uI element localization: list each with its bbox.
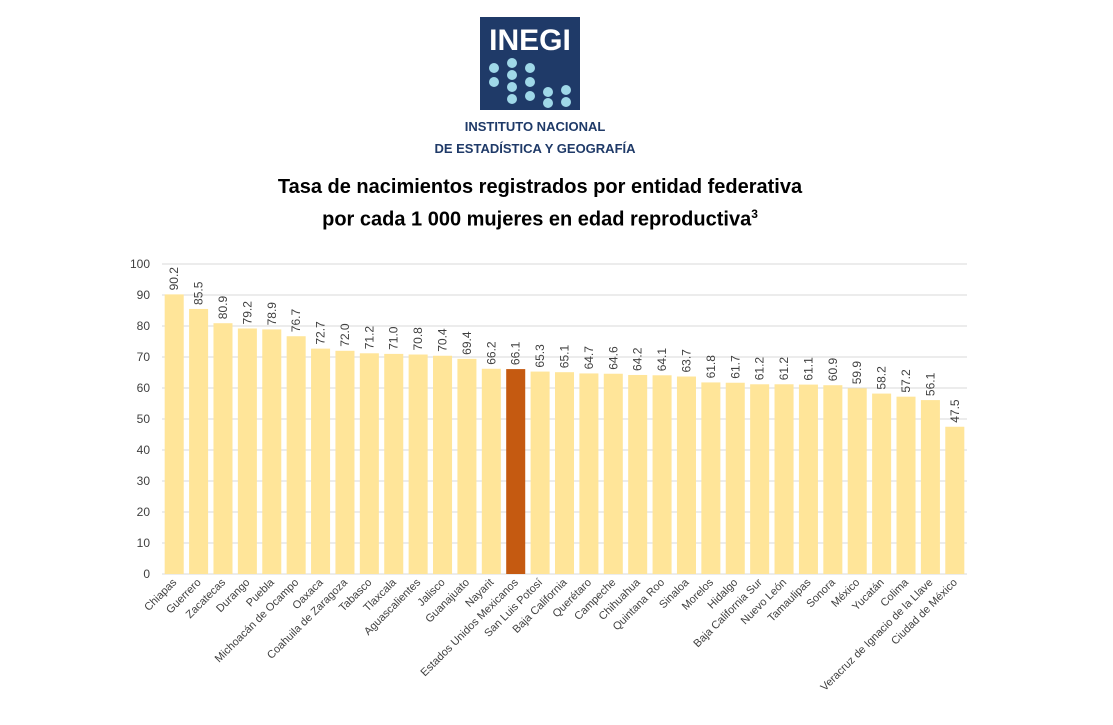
bar-value-label: 66.1 [509,341,523,365]
bar [872,393,892,574]
bar-value-label: 80.9 [216,296,230,320]
bar [554,372,575,574]
logo-abacus-icon [489,58,571,108]
bar-value-label: 59.9 [850,361,864,385]
bar-value-label: 76.7 [289,309,303,333]
bar [286,336,306,574]
bar [823,385,843,574]
y-tick-label: 10 [137,536,151,550]
bar [433,355,453,574]
bar [213,323,233,574]
bar [481,368,501,574]
bar-value-label: 61.2 [777,357,791,381]
bar-value-label: 70.8 [411,327,425,351]
bar [579,373,599,574]
logo-line-2: DE ESTADÍSTICA Y GEOGRAFÍA [434,141,636,156]
chart-title-line-2-text: por cada 1 000 mujeres en edad reproduct… [322,208,752,231]
bar [920,400,940,574]
bar [628,374,648,574]
bar [896,396,916,574]
bar [701,382,721,574]
bar [262,329,282,574]
bar-value-label: 64.7 [582,346,596,370]
bar-value-label: 64.2 [631,347,645,371]
bar-value-label: 90.2 [167,267,181,291]
bar [189,308,209,574]
bar [530,371,550,574]
y-tick-label: 100 [130,257,150,271]
y-tick-label: 20 [137,505,151,519]
bar [725,382,745,574]
bar-value-label: 85.5 [192,281,206,305]
bar [164,294,184,574]
bar [750,384,770,574]
bar-value-label: 61.2 [753,357,767,381]
bar-value-label: 64.1 [655,348,669,372]
y-tick-label: 90 [137,288,151,302]
y-tick-label: 60 [137,381,151,395]
y-tick-label: 40 [137,443,151,457]
bar-value-label: 69.4 [460,331,474,355]
bar [652,375,672,574]
bar-value-label: 65.1 [558,345,572,369]
bar [945,426,965,574]
chart-title-line-1: Tasa de nacimientos registrados por enti… [277,176,803,198]
logo-line-1: INSTITUTO NACIONAL [465,119,606,134]
inegi-logo: INEGI INSTITUTO NACIONAL DE ESTADÍSTICA … [434,17,636,156]
bar [847,388,867,574]
bar-value-label: 79.2 [240,301,254,325]
chart-title-footnote: 3 [751,207,758,221]
bar [408,354,428,574]
bar-value-label: 65.3 [533,344,547,368]
bar [798,384,818,574]
bar [676,376,696,574]
bar-value-label: 66.2 [484,341,498,365]
bar [506,369,526,574]
bar-value-label: 71.0 [387,326,401,350]
bar-value-label: 61.1 [801,357,815,381]
bar [384,353,404,574]
bar [774,384,794,574]
chart-title: Tasa de nacimientos registrados por enti… [0,174,1080,234]
bar-value-label: 63.7 [679,349,693,373]
bar-value-label: 47.5 [948,399,962,423]
bar-value-label: 72.0 [338,323,352,347]
bar [359,353,379,574]
bar-value-label: 78.9 [265,302,279,326]
y-tick-label: 0 [143,567,150,581]
bar-value-label: 56.1 [923,372,937,396]
bar-value-label: 61.7 [728,355,742,379]
bar-value-label: 72.7 [314,321,328,345]
bar [237,328,257,574]
y-tick-label: 80 [137,319,151,333]
bar-value-label: 57.2 [899,369,913,393]
bar-value-label: 61.8 [704,355,718,379]
bar-value-label: 58.2 [875,366,889,390]
bar [311,348,331,574]
bar-value-label: 64.6 [606,346,620,370]
bar-value-label: 60.9 [826,358,840,382]
bar-value-label: 70.4 [436,328,450,352]
y-tick-label: 50 [137,412,151,426]
logo-name: INEGI [489,24,571,57]
bar-chart: 010203040506070809010090.2Chiapas85.5Gue… [130,257,967,694]
y-tick-label: 70 [137,350,151,364]
bar [457,358,477,574]
bar [335,350,355,574]
bar [603,373,623,574]
chart-title-line-2: por cada 1 000 mujeres en edad reproduct… [0,201,1080,234]
bar-value-label: 71.2 [362,326,376,350]
y-tick-label: 30 [137,474,151,488]
